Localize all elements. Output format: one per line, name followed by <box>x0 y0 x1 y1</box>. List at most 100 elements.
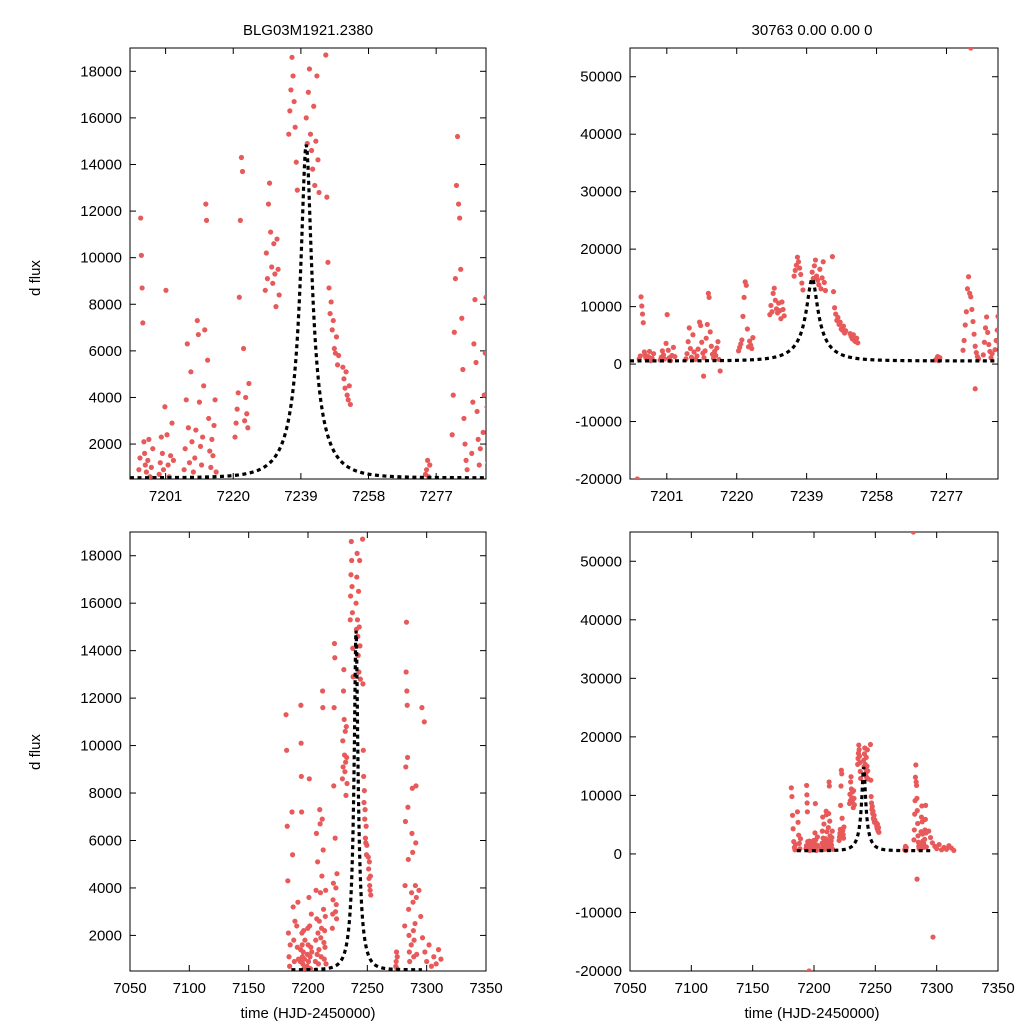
data-point <box>158 434 164 440</box>
data-point <box>423 467 430 473</box>
data-point <box>702 348 708 354</box>
data-point <box>184 341 190 347</box>
data-point <box>868 793 874 800</box>
data-point <box>313 138 319 144</box>
data-point <box>331 640 338 647</box>
data-point <box>211 422 217 429</box>
data-point <box>482 350 486 356</box>
data-point <box>315 157 321 163</box>
data-point <box>483 294 486 300</box>
data-point <box>410 849 416 855</box>
data-point <box>162 404 168 410</box>
data-point <box>914 876 920 882</box>
data-point <box>665 347 671 353</box>
data-point <box>150 446 156 452</box>
data-point <box>289 54 295 60</box>
data-point <box>848 774 854 780</box>
data-point <box>970 318 976 325</box>
data-point <box>994 327 998 333</box>
data-point <box>930 934 936 940</box>
data-point <box>305 89 311 95</box>
data-point <box>819 275 825 281</box>
data-point <box>200 434 206 440</box>
data-point <box>157 460 163 466</box>
x-tick-label: 7220 <box>217 488 250 505</box>
data-point <box>393 949 400 955</box>
data-point <box>829 834 835 841</box>
data-point <box>139 285 145 291</box>
data-point <box>342 728 348 734</box>
data-point <box>356 624 362 630</box>
data-point <box>289 809 295 815</box>
data-point <box>313 937 319 943</box>
data-point <box>340 738 346 744</box>
data-point <box>818 286 824 292</box>
data-point <box>464 467 470 473</box>
x-tick-label: 7277 <box>419 488 452 505</box>
data-point <box>146 436 152 442</box>
data-point <box>408 942 414 948</box>
data-point <box>715 339 721 345</box>
data-point <box>393 958 399 965</box>
data-point <box>412 920 418 927</box>
data-point <box>663 340 669 346</box>
data-point <box>361 799 367 806</box>
data-point <box>288 87 294 93</box>
data-point <box>426 942 432 948</box>
data-point <box>330 897 336 903</box>
data-point <box>406 932 412 939</box>
data-point <box>830 289 837 295</box>
data-point <box>298 702 304 708</box>
data-point <box>660 352 667 358</box>
data-point <box>343 792 349 799</box>
data-point <box>344 780 350 787</box>
data-point <box>292 918 298 924</box>
data-point <box>213 469 219 475</box>
data-point <box>839 815 845 821</box>
chart-title-left: BLG03M1921.2380 <box>243 22 373 39</box>
data-point <box>962 322 968 328</box>
data-point <box>795 259 802 265</box>
data-point <box>431 954 437 960</box>
data-point <box>234 406 240 412</box>
data-point <box>828 842 835 848</box>
panel-bottom-left: 7050 7100 7150 7200 7250 7300 7350 2000 4000 6000… <box>80 531 503 997</box>
plot-frame <box>629 531 999 972</box>
data-point <box>367 873 374 879</box>
data-point <box>870 808 876 814</box>
data-point <box>419 935 426 941</box>
data-point <box>203 201 209 207</box>
data-point <box>334 362 341 368</box>
data-point <box>307 954 313 960</box>
data-point <box>412 882 418 889</box>
data-point <box>320 705 326 711</box>
data-point <box>319 688 326 694</box>
data-point <box>968 294 974 300</box>
data-point <box>691 349 697 355</box>
data-point <box>354 574 360 580</box>
data-point <box>318 935 324 941</box>
data-point <box>333 885 339 891</box>
data-point <box>291 958 297 965</box>
data-point <box>244 411 250 417</box>
data-point <box>838 783 844 789</box>
data-point <box>476 462 482 468</box>
x-tick-label: 7300 <box>920 980 953 997</box>
data-point <box>340 688 347 694</box>
data-point <box>295 956 302 962</box>
data-point <box>286 954 292 960</box>
data-point <box>972 386 978 392</box>
data-point <box>800 287 806 293</box>
data-point <box>238 154 245 161</box>
data-point <box>921 840 927 846</box>
data-point <box>659 348 665 354</box>
data-point <box>869 803 875 810</box>
data-point <box>306 66 313 72</box>
data-point <box>235 390 241 396</box>
data-point <box>713 352 719 359</box>
data-point <box>327 310 333 317</box>
data-point <box>646 348 653 355</box>
y-tick-label: 8000 <box>89 296 122 313</box>
data-point <box>403 764 409 770</box>
data-point <box>163 287 169 293</box>
